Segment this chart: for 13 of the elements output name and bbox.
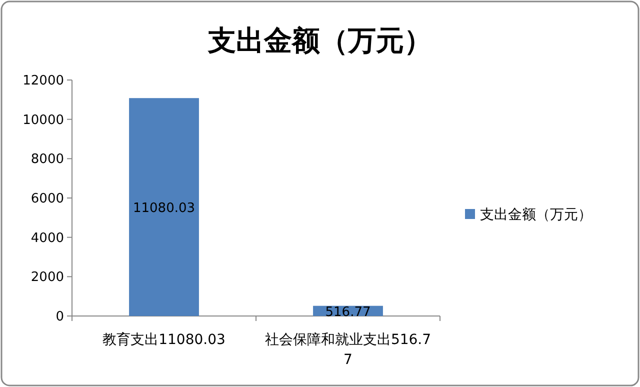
legend-label: 支出金额（万元） xyxy=(480,207,592,223)
y-tick-label: 12000 xyxy=(22,74,64,88)
x-tick-label: 社会保障和就业支出516.77 xyxy=(264,332,432,368)
y-tick-label: 8000 xyxy=(30,152,64,168)
data-label: 11080.03 xyxy=(132,201,196,216)
chart-title: 支出金额（万元） xyxy=(207,24,432,57)
y-tick-label: 6000 xyxy=(30,192,64,206)
data-label: 516.77 xyxy=(325,304,371,320)
y-tick-label: 10000 xyxy=(22,112,64,128)
y-tick-label: 2000 xyxy=(30,270,64,286)
y-tick-label: 0 xyxy=(56,310,64,324)
x-tick-label: 教育支出11080.03 xyxy=(102,331,226,348)
y-tick-label: 4000 xyxy=(30,230,64,246)
